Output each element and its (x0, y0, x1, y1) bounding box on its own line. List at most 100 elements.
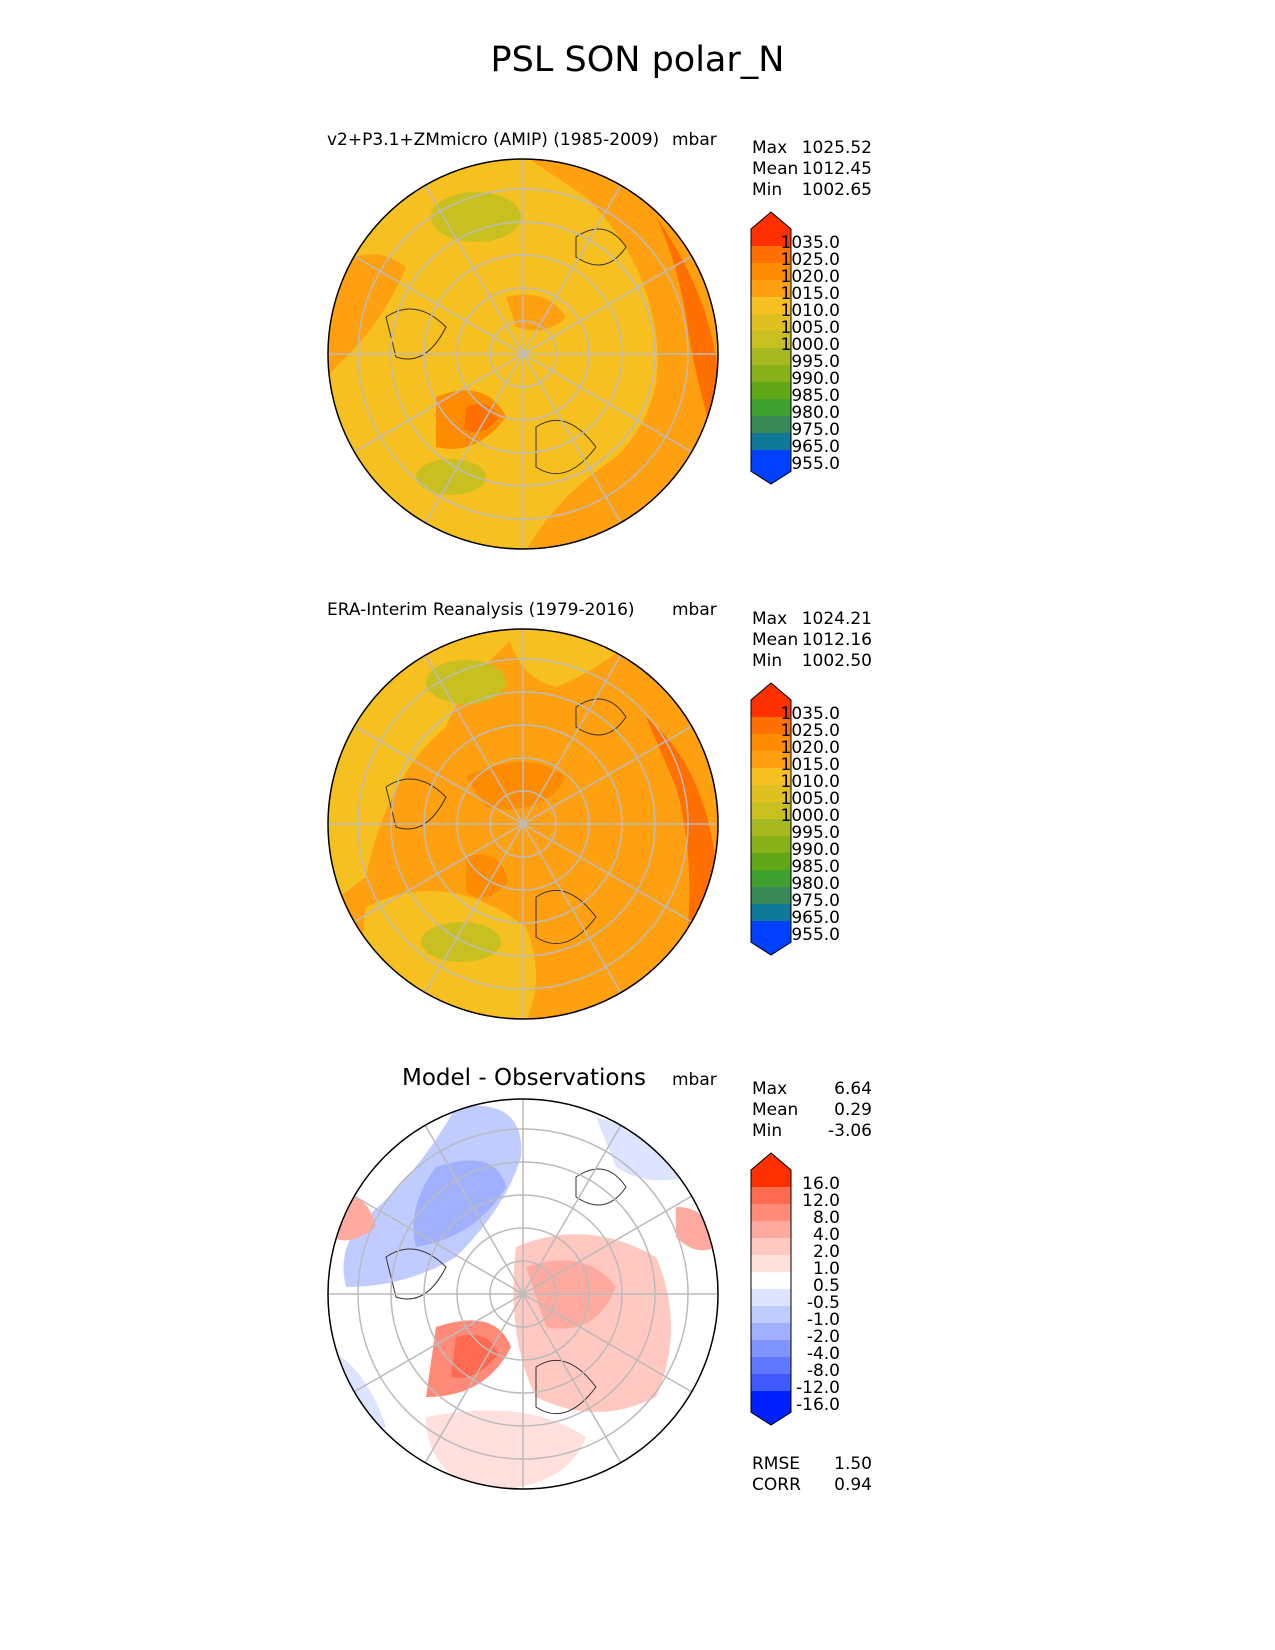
field-low-west (328, 629, 526, 907)
colorbar-tick-label: 1000.0 (781, 335, 840, 355)
stat-min: Min 1002.65 (752, 180, 872, 200)
colorbar-tick-label: 1010.0 (781, 301, 840, 321)
stat-value: 6.64 (834, 1079, 872, 1099)
stat-mean: Mean 1012.45 (752, 159, 872, 179)
field-negative-east (596, 1117, 686, 1181)
colorbar-bin (751, 1272, 791, 1289)
colorbar-tick-label: 985.0 (791, 386, 840, 406)
colorbar-bin (751, 365, 791, 382)
colorbar-bin (751, 785, 791, 802)
colorbar-bin (751, 836, 791, 853)
panel-title: ERA-Interim Reanalysis (1979-2016) (327, 600, 635, 620)
colorbar-tick-label: 2.0 (813, 1242, 840, 1262)
stat-label: Mean (752, 159, 799, 179)
colorbar-bin (751, 921, 791, 955)
colorbar-tick-label: 1025.0 (781, 721, 840, 741)
colorbar-bin (751, 768, 791, 785)
colorbar-labels: 16.012.08.04.02.01.00.5-0.5-1.0-2.0-4.0-… (796, 1174, 840, 1415)
colorbar-bin (751, 1357, 791, 1374)
colorbar-bin (751, 1255, 791, 1272)
colorbar-bin (751, 1374, 791, 1391)
graticule (328, 1099, 718, 1489)
metric-value: 0.94 (834, 1475, 872, 1495)
field-max-east (656, 217, 718, 457)
colorbar-tick-label: 990.0 (791, 369, 840, 389)
units-label: mbar (672, 1070, 717, 1090)
colorbar-tick-label: 1035.0 (781, 704, 840, 724)
stat-label: Max (752, 1079, 788, 1099)
colorbar-bin (751, 280, 791, 297)
stat-label: Min (752, 180, 783, 200)
colorbar-bin (751, 297, 791, 314)
units-label: mbar (672, 130, 717, 150)
colorbar-tick-label: 985.0 (791, 857, 840, 877)
colorbar-tick-label: 4.0 (813, 1225, 840, 1245)
colorbar-tick-label: 995.0 (791, 352, 840, 372)
graticule (328, 159, 718, 549)
colorbar-bin (751, 1153, 791, 1187)
colorbar-bin (751, 1323, 791, 1340)
field-aleutian-low (431, 192, 521, 242)
graticule (328, 629, 718, 1019)
colorbar-segments (750, 211, 792, 485)
stat-label: Min (752, 1121, 783, 1141)
colorbar-absolute: 1035.01025.01020.01015.01010.01005.01000… (750, 211, 840, 485)
colorbar-segments (750, 682, 792, 956)
colorbar-difference: 16.012.08.04.02.01.00.5-0.5-1.0-2.0-4.0-… (750, 1152, 840, 1426)
stat-value: -3.06 (828, 1121, 872, 1141)
figure-title: PSL SON polar_N (490, 40, 785, 80)
metric-corr: CORR 0.94 (752, 1475, 872, 1495)
field-icelandic-low (421, 922, 501, 962)
colorbar-absolute: 1035.01025.01020.01015.01010.01005.01000… (750, 682, 840, 956)
polar-map-model (327, 158, 719, 550)
coastlines (385, 698, 627, 945)
field-high-west (328, 254, 406, 377)
colorbar-bin (751, 1306, 791, 1323)
polar-map-difference (327, 1098, 719, 1490)
colorbar-tick-label: 955.0 (791, 925, 840, 945)
colorbar-tick-label: 995.0 (791, 823, 840, 843)
colorbar-bin (751, 904, 791, 921)
colorbar-bin (751, 1204, 791, 1221)
colorbar-tick-label: 980.0 (791, 403, 840, 423)
colorbar-outline (750, 1152, 792, 1426)
stat-mean: Mean 0.29 (752, 1100, 872, 1120)
colorbar-bin (751, 1187, 791, 1204)
colorbar-bin (751, 263, 791, 280)
colorbar-bin (751, 853, 791, 870)
stat-label: Max (752, 138, 788, 158)
stat-min: Min -3.06 (752, 1121, 872, 1141)
colorbar-tick-label: 975.0 (791, 420, 840, 440)
stat-label: Min (752, 651, 783, 671)
colorbar-tick-label: -4.0 (807, 1344, 840, 1364)
coastlines (385, 1168, 627, 1415)
colorbar-bin (751, 382, 791, 399)
field-negative-core (413, 1160, 506, 1247)
colorbar-bin (751, 717, 791, 734)
colorbar-bin (751, 802, 791, 819)
colorbar-tick-label: 16.0 (802, 1174, 840, 1194)
colorbar-outline (750, 211, 792, 485)
colorbar-tick-label: 1035.0 (781, 233, 840, 253)
metric-label: RMSE (752, 1454, 801, 1474)
colorbar-tick-label: -2.0 (807, 1327, 840, 1347)
stat-min: Min 1002.50 (752, 651, 872, 671)
field-positive-south (426, 1410, 586, 1489)
colorbar-bin (751, 734, 791, 751)
colorbar-tick-label: 1005.0 (781, 318, 840, 338)
colorbar-tick-label: -8.0 (807, 1361, 840, 1381)
field-greenland-max (451, 1335, 498, 1378)
colorbar-tick-label: 975.0 (791, 891, 840, 911)
colorbar-bin (751, 819, 791, 836)
colorbar-bin (751, 870, 791, 887)
colorbar-tick-label: 955.0 (791, 454, 840, 474)
field-polar-high (466, 762, 566, 809)
map-boundary (327, 1098, 719, 1490)
colorbar-tick-label: 8.0 (813, 1208, 840, 1228)
stat-label: Max (752, 609, 788, 629)
colorbar-bin (751, 1221, 791, 1238)
stat-label: Mean (752, 1100, 799, 1120)
field-max-east (646, 717, 718, 947)
colorbar-bin (751, 450, 791, 484)
metric-value: 1.50 (834, 1454, 872, 1474)
